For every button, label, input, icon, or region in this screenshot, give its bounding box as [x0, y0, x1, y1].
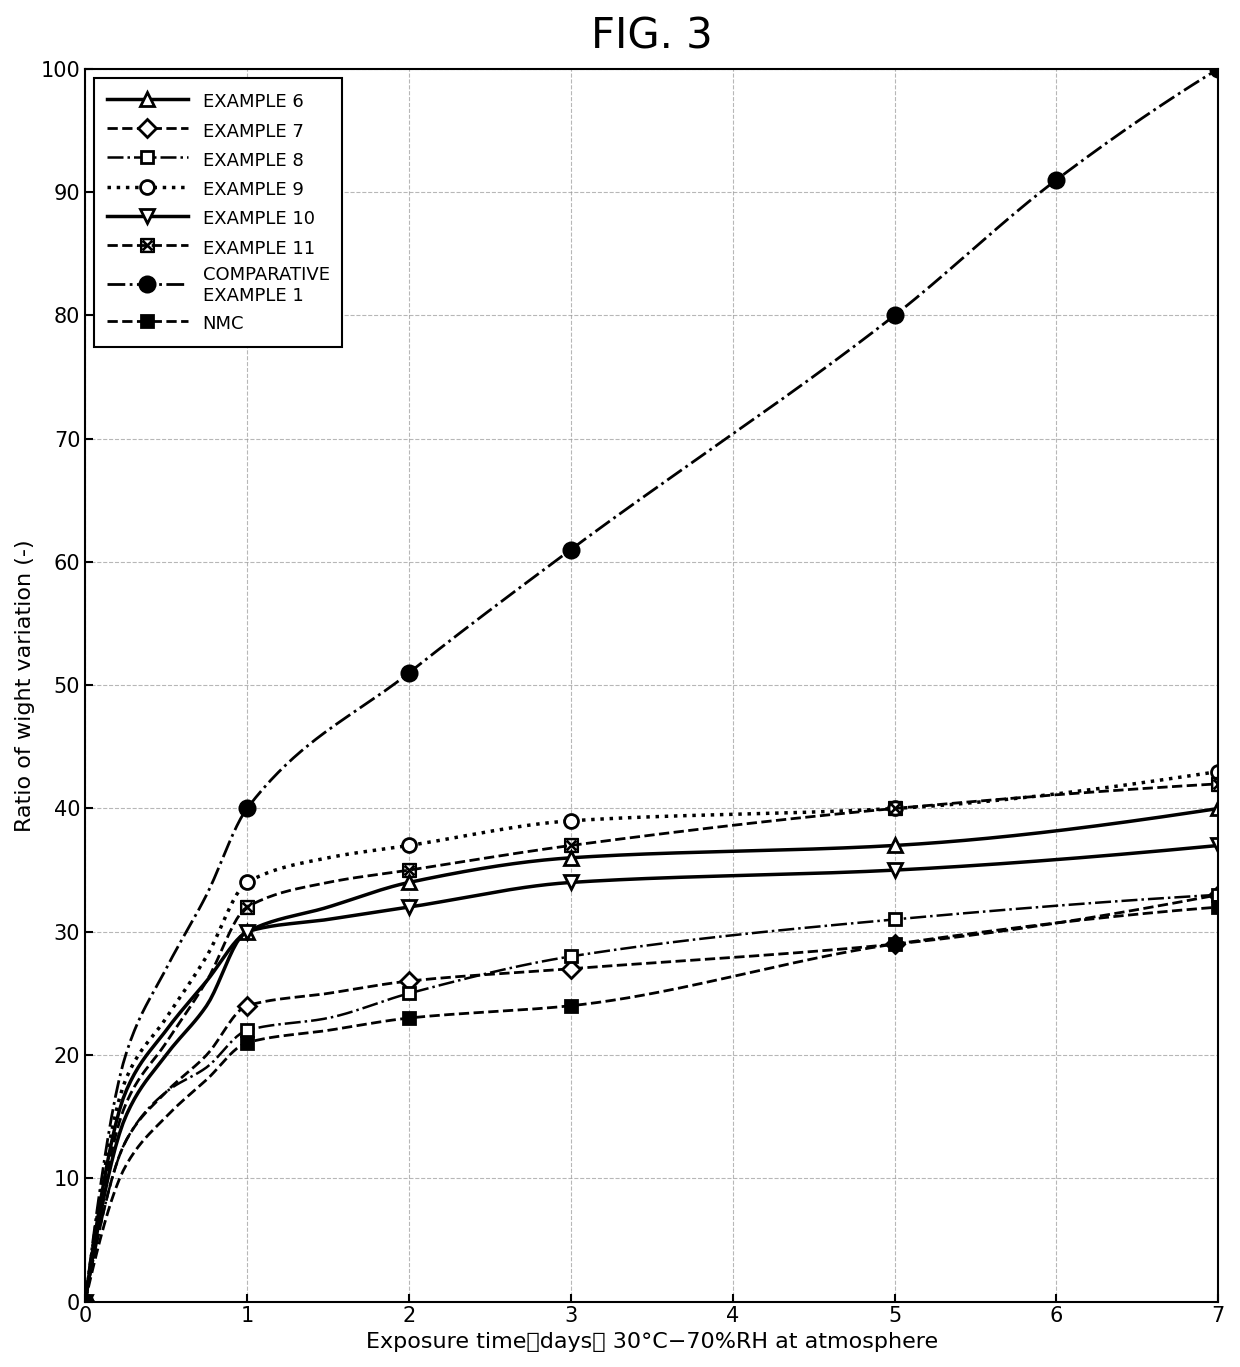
Legend: EXAMPLE 6, EXAMPLE 7, EXAMPLE 8, EXAMPLE 9, EXAMPLE 10, EXAMPLE 11, COMPARATIVE
: EXAMPLE 6, EXAMPLE 7, EXAMPLE 8, EXAMPLE…: [94, 78, 342, 347]
Title: FIG. 3: FIG. 3: [591, 15, 713, 57]
X-axis label: Exposure time（days） 30°C−70%RH at atmosphere: Exposure time（days） 30°C−70%RH at atmosp…: [366, 1331, 937, 1352]
Y-axis label: Ratio of wight variation (-): Ratio of wight variation (-): [15, 539, 35, 831]
